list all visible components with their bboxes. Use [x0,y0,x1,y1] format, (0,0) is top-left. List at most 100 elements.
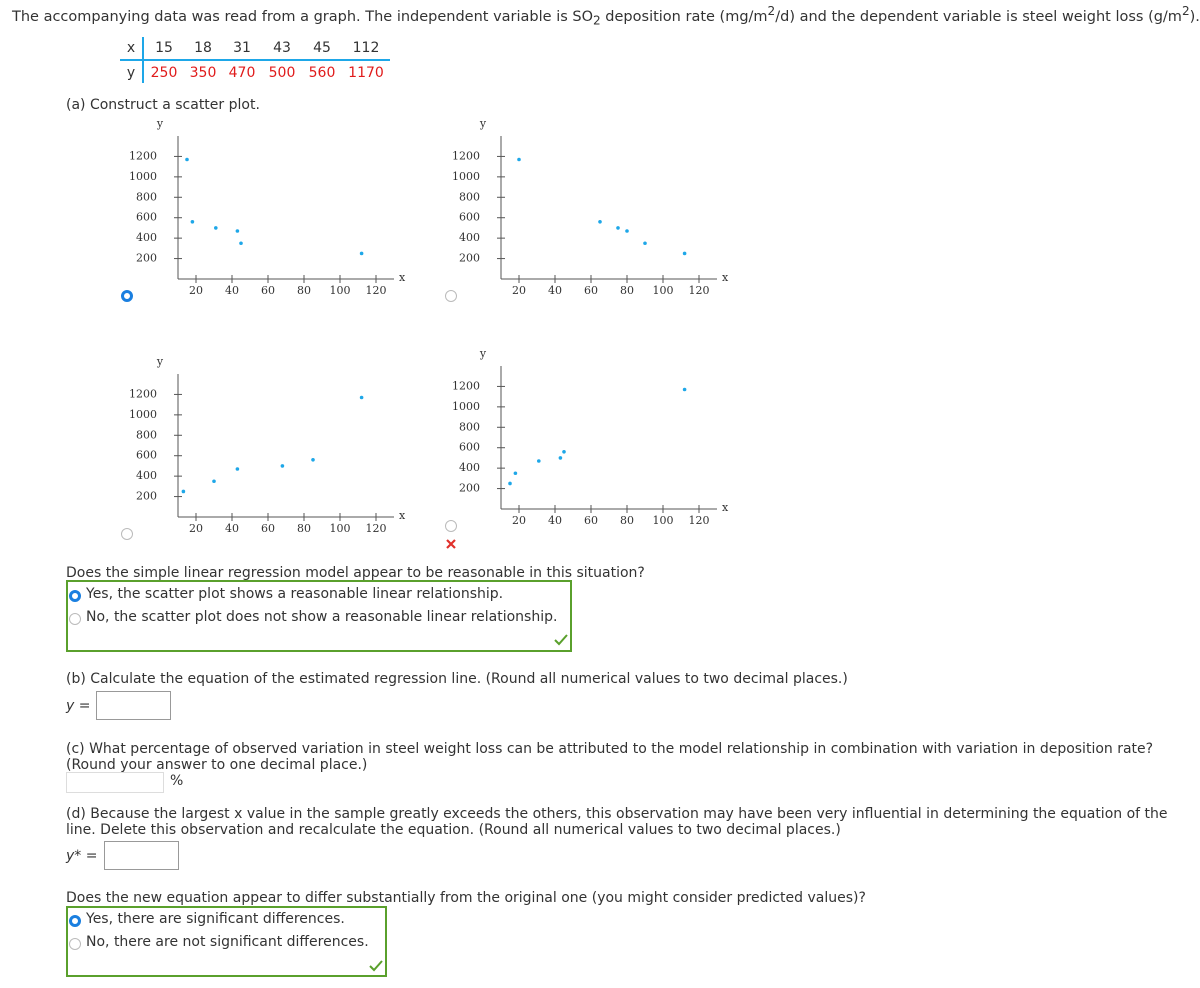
y-tick-label: 600 [136,211,157,224]
point [235,467,240,471]
y-tick-label: 400 [459,461,480,474]
x-tick-label: 40 [548,284,562,297]
radio[interactable] [121,290,133,302]
row-label: y [126,65,136,81]
point [239,241,243,246]
point [508,481,512,486]
radio[interactable] [445,520,457,532]
table-value: 250 [150,65,178,81]
radio[interactable] [69,590,81,602]
table-value: 470 [228,65,256,81]
table-divider [120,59,390,61]
scatter-plot: 20 40 60 80 100 120 200 400 600 800 1000 1200 x y [129,355,406,535]
x-tick-label: 60 [584,284,598,297]
x-tick-label: 20 [189,522,203,535]
scatter-plot: 20 40 60 80 100 120 200 400 600 800 1000 1200 x y [129,117,406,297]
radio[interactable] [69,938,81,950]
unit: % [170,773,184,789]
x-tick-label: 120 [366,284,387,297]
radio[interactable] [121,528,133,540]
point [513,471,518,476]
y-tick-label: 200 [136,252,157,265]
answer-box [66,906,387,977]
point [558,456,563,460]
scatter-plot: 20 40 60 80 100 120 200 400 600 800 1000 1200 x y [452,117,729,297]
table-value: 112 [352,40,380,56]
x-tick-label: 80 [620,284,634,297]
point [359,251,364,256]
intro-sup: 2 [767,4,776,18]
y-tick-label: 400 [136,231,157,244]
x-tick-label: 100 [330,522,351,535]
intro-sup: 2 [1181,4,1190,18]
part-b-prompt: (b) Calculate the equation of the estima… [66,671,848,687]
x-axis-label: x [399,271,406,284]
y-tick-label: 1000 [452,170,480,183]
part-a-prompt: (a) Construct a scatter plot. [66,97,260,113]
intro-text: The accompanying data was read from a gr… [12,8,594,25]
x-tick-label: 100 [653,284,674,297]
check-mark [554,634,568,646]
y-tick-label: 400 [459,231,480,244]
intro-text: ). [1189,8,1200,25]
row-label: x [126,40,136,56]
table-value: 350 [189,65,217,81]
x-tick-label: 20 [189,284,203,297]
answer-input[interactable] [66,772,164,793]
x-tick-label: 20 [512,284,526,297]
y-axis-label: y [479,117,487,130]
intro-text: /d) and the dependent variable is steel … [775,8,1182,25]
table-value: 15 [155,40,173,56]
answer-input[interactable] [96,691,171,720]
option: Yes, there are significant differences. [86,911,345,927]
y-tick-label: 600 [136,449,157,462]
check-mark [369,960,383,972]
x-tick-label: 80 [297,284,311,297]
point [212,479,216,484]
table-value: 45 [313,40,331,56]
x-tick-label: 120 [689,284,710,297]
point [598,220,602,224]
table-value: 1170 [348,65,384,81]
y-tick-label: 800 [136,428,157,441]
y-tick-label: 1200 [452,149,480,162]
intro-sub: 2 [593,13,601,28]
y-tick-label: 200 [459,252,480,265]
intro-text: deposition rate (mg/m [600,8,768,25]
point [625,229,629,233]
point [280,464,285,468]
radio[interactable] [69,915,81,927]
wrong-mark [446,539,456,549]
x-tick-label: 40 [548,514,562,527]
scatter-plot: 20 40 60 80 100 120 200 400 600 800 1000 1200 x y [452,347,729,527]
question-1-prompt: Does the simple linear regression model … [66,565,645,581]
point [235,229,240,233]
radio[interactable] [69,613,81,625]
x-tick-label: 100 [330,284,351,297]
part-c-prompt: (c) What percentage of observed variatio… [66,741,1154,773]
x-axis-label: x [722,271,729,284]
answer-input[interactable] [104,841,179,870]
x-tick-label: 20 [512,514,526,527]
point [214,226,218,230]
y-tick-label: 1000 [129,170,157,183]
radio[interactable] [445,290,457,302]
question-2-prompt: Does the new equation appear to differ s… [66,890,866,906]
option: No, the scatter plot does not show a rea… [86,609,558,625]
y-tick-label: 1200 [129,149,157,162]
x-tick-label: 60 [261,284,275,297]
table-value: 560 [308,65,336,81]
y-tick-label: 1000 [129,408,157,421]
part-d-prompt: (d) Because the largest x value in the s… [66,806,1168,838]
x-axis-label: x [399,509,406,522]
table-value: 43 [273,40,291,56]
option: Yes, the scatter plot shows a reasonable… [86,586,504,602]
point [682,251,687,256]
equation-lhs: y* = [66,848,98,864]
point [537,459,541,463]
intro: The accompanying data was read from a gr… [12,4,1200,28]
y-tick-label: 1200 [129,387,157,400]
option: No, there are not significant difference… [86,934,369,950]
equation-lhs: y = [66,698,91,714]
